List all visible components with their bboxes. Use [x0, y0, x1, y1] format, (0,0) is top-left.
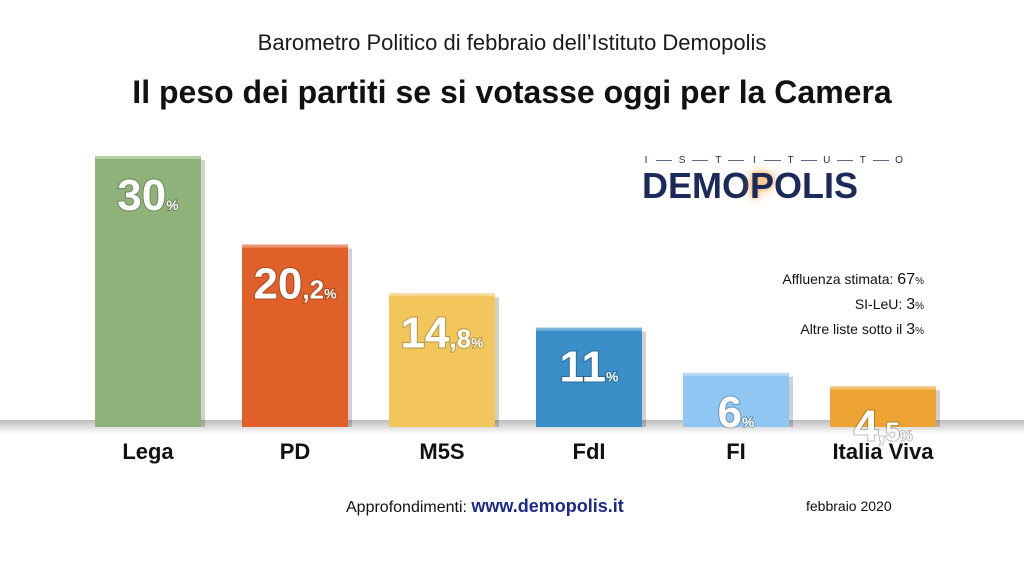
chart-subtitle: Barometro Politico di febbraio dell’Isti…: [257, 30, 767, 55]
footer-link-label: Approfondimenti:: [346, 499, 472, 516]
footer-link-line: Approfondimenti: www.demopolis.it: [346, 496, 624, 517]
bar-highlight: [95, 156, 201, 159]
logo-letter: T: [787, 155, 794, 166]
logo-line: [836, 160, 853, 161]
bar-value-label: 6%: [718, 388, 755, 437]
note-sileu: SI-LeU: 3%: [854, 296, 924, 313]
logo-letter: O: [895, 155, 903, 166]
note-turnout: Affluenza stimata: 67%: [782, 271, 924, 288]
logo-letter: S: [678, 155, 686, 166]
logo-line: [800, 160, 817, 161]
logo-line: [656, 160, 673, 161]
logo-main-text: DEMOPOLIS: [642, 165, 858, 207]
logo-text-part: DEMO: [642, 165, 750, 206]
demopolis-logo: I S T I T U T O DEMOPOLIS: [640, 155, 905, 215]
logo-line: [764, 160, 781, 161]
bar-highlight: [830, 386, 936, 390]
bar-value-label: 4,5%: [854, 401, 913, 450]
bar-italia-viva: [830, 386, 936, 427]
bar-value-label: 20,2%: [253, 260, 337, 309]
category-label: PD: [280, 439, 311, 464]
bar-fdi: [536, 327, 642, 427]
bar-chart: 30% Lega 20,2% PD 14,8% M5S 11% FdI 6%FI 4,5%Ital…: [0, 156, 1024, 464]
logo-line: [728, 160, 745, 161]
category-label: FdI: [573, 439, 606, 464]
logo-line: [692, 160, 709, 161]
bar-pd: [242, 244, 348, 427]
bar-highlight: [683, 372, 789, 376]
logo-line: [872, 160, 889, 161]
logo-letter: T: [715, 155, 722, 166]
bar-value-label: 11%: [560, 343, 620, 392]
category-label: Italia Viva: [832, 439, 934, 464]
bar-m5s: [389, 293, 495, 427]
logo-text-part: OLIS: [774, 165, 859, 206]
logo-text-part: P: [750, 165, 775, 206]
note-other-lists: Altre liste sotto il 3%: [800, 321, 924, 338]
bar-lega: [95, 156, 201, 427]
logo-letter: U: [823, 155, 831, 166]
bar-highlight: [389, 293, 495, 297]
category-label: Lega: [122, 439, 174, 464]
chart-title: Il peso dei partiti se si votasse oggi p…: [132, 74, 892, 110]
logo-letter: I: [644, 155, 648, 166]
logo-letter: T: [859, 155, 866, 166]
category-label: FI: [726, 439, 746, 464]
notes-box: Affluenza stimata: 67% SI-LeU: 3% Altre …: [782, 268, 924, 343]
logo-letter: I: [753, 155, 756, 166]
category-label: M5S: [419, 439, 464, 464]
bar-fi: [683, 372, 789, 427]
footer-date: febbraio 2020: [806, 498, 892, 514]
bar-highlight: [242, 244, 348, 248]
bar-value-label: 30%: [117, 171, 179, 220]
bar-value-label: 14,8%: [400, 308, 484, 357]
bar-highlight: [536, 327, 642, 331]
website-link[interactable]: www.demopolis.it: [471, 496, 624, 516]
